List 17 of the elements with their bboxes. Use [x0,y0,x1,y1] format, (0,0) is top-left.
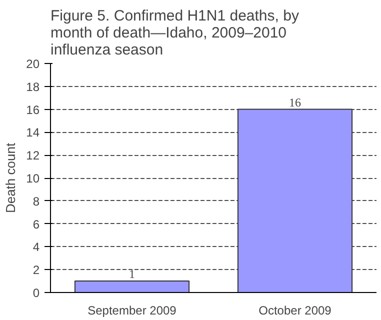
y-tick-label: 12 [26,148,40,163]
y-tick-label: 16 [26,102,40,117]
y-tick-label: 6 [32,217,40,232]
data-label: 16 [289,95,301,110]
y-tick-label: 18 [26,80,40,94]
y-tick-label: 8 [32,194,40,208]
chart-title: Figure 5. Confirmed H1N1 deaths, by month of death—Idaho, 2009–2010 influenza season [50,8,300,58]
y-tick-label: 20 [26,57,40,71]
y-tick-label: 0 [32,286,40,300]
x-tick-label: September 2009 [88,304,177,318]
y-tick-label: 2 [32,263,40,278]
y-tick-label: 10 [26,172,40,186]
data-label: 1 [129,267,135,282]
x-tick-label: October 2009 [258,304,332,318]
y-tick-label: 4 [32,240,40,254]
y-tick-label: 14 [26,126,40,140]
y-axis-title: Death count [3,142,18,214]
